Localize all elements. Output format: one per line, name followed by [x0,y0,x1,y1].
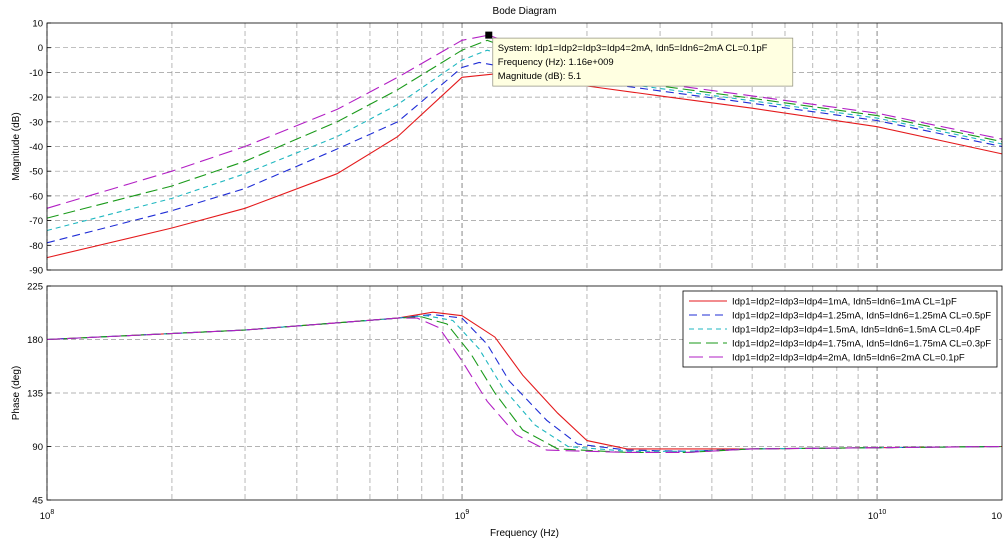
y-tick-label: 135 [27,389,43,400]
data-tip-line: Frequency (Hz): 1.16e+009 [498,57,614,68]
legend-label: Idp1=Idp2=Idp3=Idp4=2mA, Idn5=Idn6=2mA C… [732,352,965,363]
legend: Idp1=Idp2=Idp3=Idp4=1mA, Idn5=Idn6=1mA C… [682,290,998,368]
y-tick-label: 180 [27,335,43,346]
phase-frame [46,285,1003,501]
x-tick-label: 1010 [868,509,886,522]
legend-box [682,290,998,368]
chart-title: Bode Diagram [493,6,557,17]
y-tick-label: -20 [29,93,43,104]
y-tick-label: -10 [29,68,43,79]
legend-label: Idp1=Idp2=Idp3=Idp4=1.25mA, Idn5=Idn6=1.… [732,310,991,321]
x-tick-label: 108 [40,509,55,522]
legend-label: Idp1=Idp2=Idp3=Idp4=1.5mA, Idn5=Idn6=1.5… [732,324,981,335]
magnitude-frame [46,22,1003,271]
y-tick-label: -70 [29,216,43,227]
data-tip-line: Magnitude (dB): 5.1 [498,71,581,82]
x-axis-label: Frequency (Hz) [490,528,559,539]
phase-y-axis-label: Phase (deg) [11,366,22,420]
data-tip: System: Idp1=Idp2=Idp3=Idp4=2mA, Idn5=Id… [485,31,794,87]
y-tick-label: -90 [29,266,43,277]
y-tick-label: 10 [32,19,43,30]
data-tip-marker[interactable] [485,31,493,39]
phase-series-4 [46,316,1003,453]
y-tick-label: -60 [29,191,43,202]
y-tick-label: -80 [29,241,43,252]
legend-label: Idp1=Idp2=Idp3=Idp4=1.75mA, Idn5=Idn6=1.… [732,338,991,349]
magnitude-y-axis-label: Magnitude (dB) [11,112,22,180]
y-tick-label: -50 [29,167,43,178]
magnitude-series-5 [46,34,1003,209]
magnitude-series-2 [46,61,1003,244]
data-tip-line: System: Idp1=Idp2=Idp3=Idp4=2mA, Idn5=Id… [498,43,768,54]
x-tick-label: 10 [991,511,1002,522]
y-tick-label: 0 [38,43,43,54]
y-tick-label: 225 [27,282,43,293]
y-tick-label: 45 [32,496,43,507]
magnitude-series-1 [46,71,1003,259]
magnitude-series-3 [46,49,1003,232]
y-tick-label: -40 [29,142,43,153]
y-tick-label: 90 [32,442,43,453]
x-tick-label: 109 [455,509,470,522]
y-tick-label: -30 [29,117,43,128]
legend-label: Idp1=Idp2=Idp3=Idp4=1mA, Idn5=Idn6=1mA C… [732,296,957,307]
phase-series-3 [46,315,1003,452]
magnitude-series-4 [46,39,1003,219]
phase-series-5 [46,317,1003,453]
data-tip-box [492,37,794,87]
